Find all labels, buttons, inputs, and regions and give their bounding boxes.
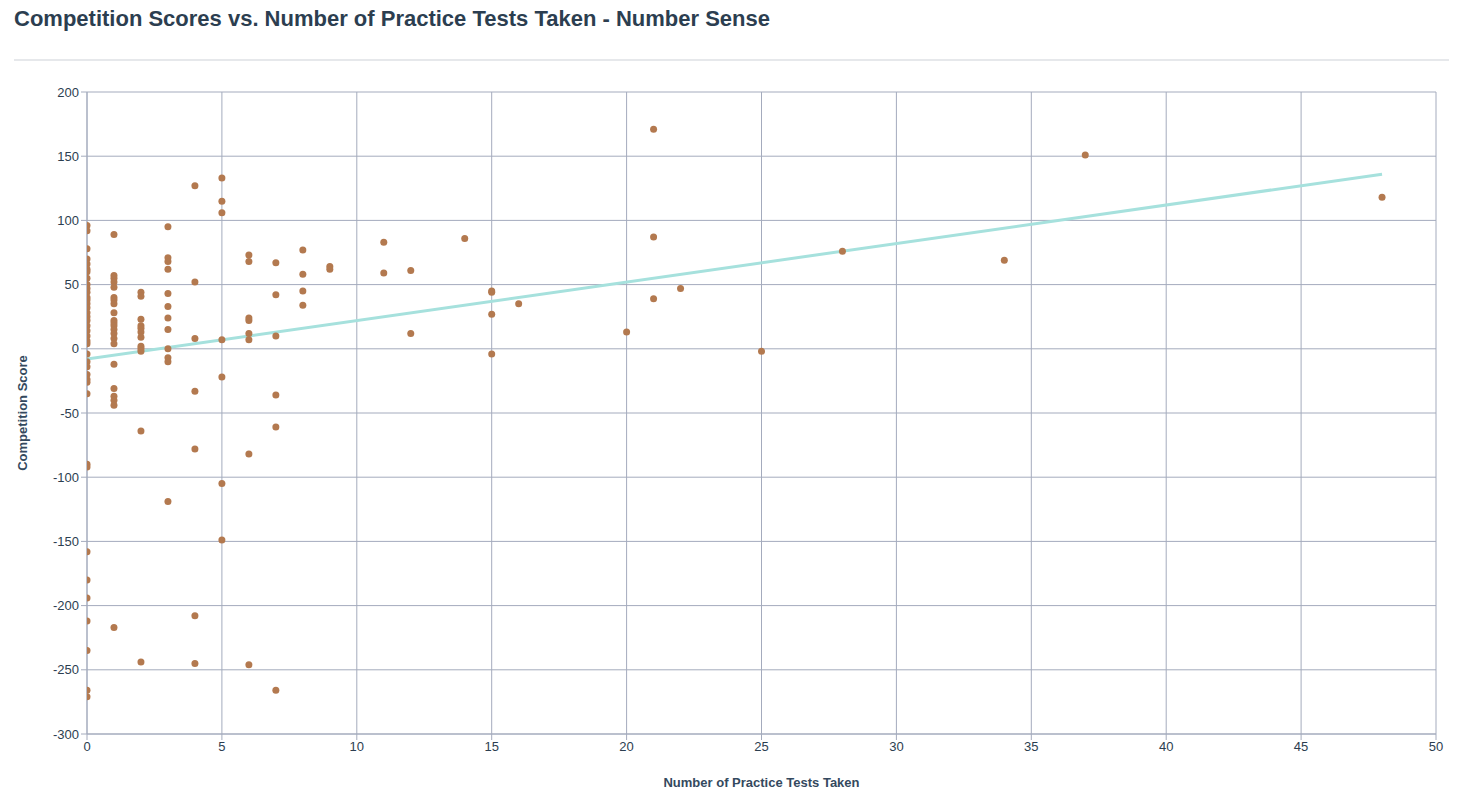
svg-text:0: 0 bbox=[83, 739, 90, 754]
svg-text:-150: -150 bbox=[53, 534, 79, 549]
svg-text:100: 100 bbox=[57, 213, 79, 228]
svg-text:-250: -250 bbox=[53, 662, 79, 677]
svg-text:45: 45 bbox=[1294, 739, 1308, 754]
svg-text:Number of Practice Tests Taken: Number of Practice Tests Taken bbox=[663, 775, 859, 790]
svg-text:-300: -300 bbox=[53, 727, 79, 742]
svg-text:50: 50 bbox=[65, 277, 79, 292]
svg-text:Competition Score: Competition Score bbox=[15, 355, 30, 471]
svg-text:10: 10 bbox=[350, 739, 364, 754]
svg-text:200: 200 bbox=[57, 85, 79, 100]
svg-text:30: 30 bbox=[889, 739, 903, 754]
svg-text:-50: -50 bbox=[60, 406, 79, 421]
svg-text:-100: -100 bbox=[53, 470, 79, 485]
svg-text:35: 35 bbox=[1024, 739, 1038, 754]
svg-text:50: 50 bbox=[1429, 739, 1443, 754]
svg-text:5: 5 bbox=[218, 739, 225, 754]
svg-text:25: 25 bbox=[754, 739, 768, 754]
svg-text:40: 40 bbox=[1159, 739, 1173, 754]
svg-text:-200: -200 bbox=[53, 598, 79, 613]
svg-text:150: 150 bbox=[57, 149, 79, 164]
svg-text:20: 20 bbox=[619, 739, 633, 754]
html-text:Competition Scores vs. Number: Competition Scores vs. Number of Practic… bbox=[14, 6, 770, 31]
svg-text:0: 0 bbox=[72, 341, 79, 356]
svg-text:15: 15 bbox=[484, 739, 498, 754]
